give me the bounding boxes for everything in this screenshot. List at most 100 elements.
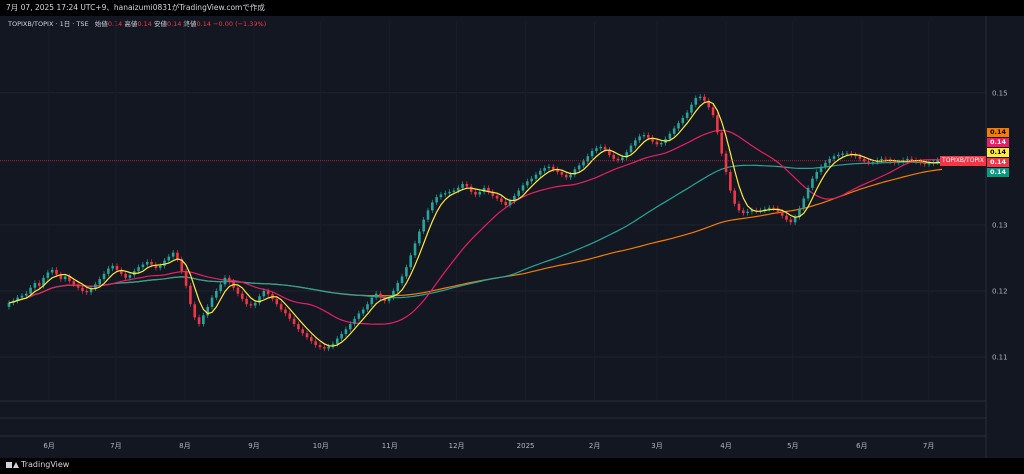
candle xyxy=(474,191,477,195)
candle xyxy=(409,255,413,268)
candle xyxy=(7,302,11,307)
close-value: 0.14 xyxy=(196,20,212,28)
candle xyxy=(435,197,438,203)
candle xyxy=(431,202,434,211)
candle xyxy=(811,178,814,188)
pair-label: TOPIXB/TOPIX xyxy=(940,156,986,166)
candle xyxy=(733,190,736,204)
candle xyxy=(577,165,581,170)
high-label: 高値 xyxy=(124,20,138,28)
candle xyxy=(832,156,836,159)
candle xyxy=(867,161,870,163)
candle xyxy=(729,172,732,191)
candle xyxy=(906,158,909,161)
candle xyxy=(197,317,201,325)
candle xyxy=(163,260,166,266)
candle xyxy=(837,154,840,157)
x-tick-label: 12月 xyxy=(449,442,465,450)
candle xyxy=(29,287,32,294)
candle xyxy=(335,338,339,344)
x-tick-label: 11月 xyxy=(382,442,398,450)
candle xyxy=(521,185,525,191)
candle xyxy=(819,166,823,173)
candle xyxy=(677,123,680,129)
x-tick-label: 7月 xyxy=(923,442,934,450)
candle xyxy=(927,163,931,165)
candle xyxy=(746,211,749,214)
candle xyxy=(504,201,508,206)
candle xyxy=(72,281,76,285)
candle xyxy=(828,158,831,163)
candle xyxy=(115,265,119,270)
candle xyxy=(76,284,80,288)
candle xyxy=(279,304,283,310)
candle xyxy=(862,158,866,162)
candle xyxy=(845,153,849,155)
tradingview-brand: TradingView xyxy=(21,460,70,469)
candle xyxy=(176,252,179,260)
candle xyxy=(219,284,222,291)
ma-mid-line xyxy=(8,161,942,304)
candle xyxy=(331,343,335,347)
candle xyxy=(716,115,719,133)
candle xyxy=(737,203,741,211)
candle xyxy=(137,267,140,272)
candle xyxy=(184,271,188,286)
candle xyxy=(785,215,788,220)
candle xyxy=(517,190,520,196)
candle xyxy=(910,158,914,161)
candle xyxy=(292,318,296,325)
candle xyxy=(923,162,927,165)
candle xyxy=(374,293,378,298)
symbol-label[interactable]: TOPIXB/TOPIX · 1日 · TSE xyxy=(8,20,89,28)
candle xyxy=(171,252,175,257)
candle xyxy=(508,201,512,206)
candle xyxy=(824,162,827,167)
candle xyxy=(767,207,771,210)
x-tick-label: 2月 xyxy=(589,442,600,450)
candle xyxy=(461,183,464,188)
low-value: 0.14 xyxy=(166,20,182,28)
candle xyxy=(742,210,745,214)
candle xyxy=(465,183,469,187)
candle xyxy=(564,174,568,178)
candle xyxy=(37,283,41,286)
candle xyxy=(608,149,611,155)
candle xyxy=(206,306,209,316)
candle xyxy=(690,104,693,113)
tradingview-logo[interactable]: TradingView xyxy=(6,460,69,469)
candle xyxy=(348,324,352,330)
candle xyxy=(318,345,322,348)
candle xyxy=(629,145,633,153)
candle xyxy=(94,284,97,289)
candle xyxy=(141,264,145,268)
candle xyxy=(353,318,356,325)
x-tick-label: 4月 xyxy=(720,442,731,450)
candle xyxy=(526,181,529,186)
ma-short-line xyxy=(8,129,943,325)
candle xyxy=(599,146,603,149)
candle xyxy=(55,269,58,275)
y-tick-label: 0.12 xyxy=(992,287,1008,295)
candle xyxy=(763,209,767,211)
candle xyxy=(340,333,343,339)
x-tick-label: 2025 xyxy=(517,442,535,450)
candle xyxy=(806,187,810,199)
candle xyxy=(547,166,551,169)
x-tick-label: 9月 xyxy=(248,442,259,450)
candle xyxy=(89,288,93,293)
candle xyxy=(500,198,503,202)
open-label: 始値 xyxy=(94,20,108,28)
candle xyxy=(426,210,430,220)
candle xyxy=(68,276,71,282)
x-tick-label: 3月 xyxy=(651,442,662,450)
candle xyxy=(223,277,227,285)
candle xyxy=(370,297,374,305)
candle xyxy=(698,96,702,99)
candle xyxy=(158,265,162,268)
price-tag-teal: 0.14 xyxy=(987,168,1009,177)
candle xyxy=(573,169,577,175)
candle xyxy=(936,160,939,163)
candle xyxy=(478,191,482,195)
